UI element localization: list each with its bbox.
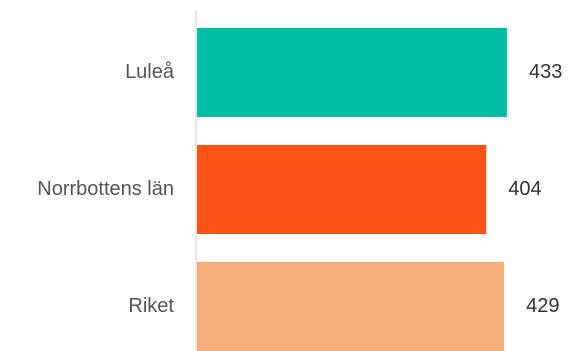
bars-group [197, 28, 507, 351]
data-labels-group: 433 404 429 [508, 61, 562, 317]
category-label-0: Luleå [125, 61, 175, 83]
data-label-0: 433 [529, 61, 562, 83]
category-labels-group: Luleå Norrbottens län Riket [37, 61, 175, 317]
category-label-1: Norrbottens län [37, 178, 174, 200]
bar-1 [197, 145, 487, 234]
data-label-2: 429 [526, 295, 559, 317]
bar-0 [197, 28, 507, 117]
category-label-2: Riket [128, 295, 174, 317]
data-label-1: 404 [508, 178, 541, 200]
bar-2 [197, 262, 505, 351]
